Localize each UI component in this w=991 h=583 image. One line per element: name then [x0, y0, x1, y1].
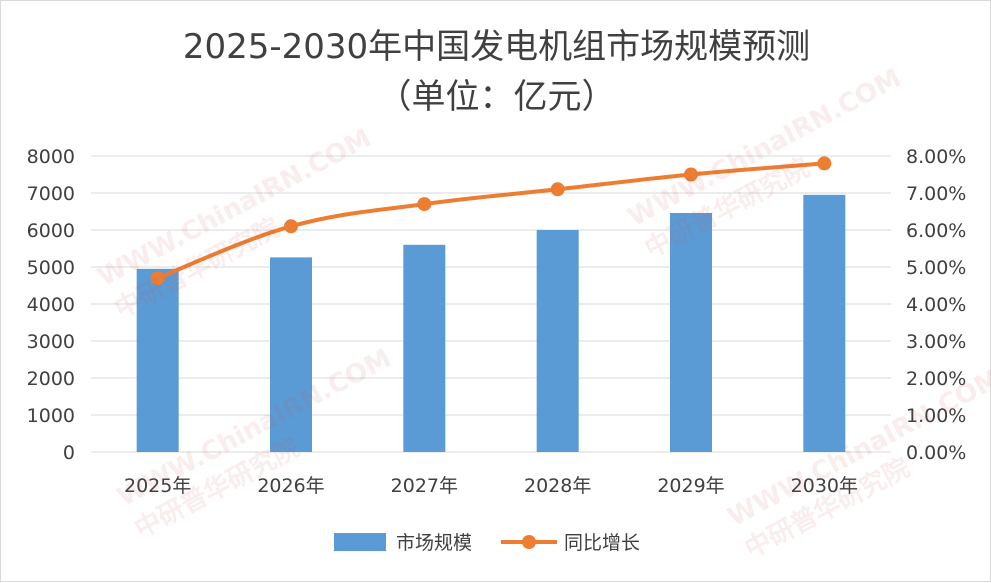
x-tick-label: 2028年 [524, 475, 591, 497]
line-point [550, 182, 565, 197]
y-right-tick-label: 3.00% [906, 331, 966, 353]
y-left-tick-label: 1000 [27, 405, 75, 427]
y-left-tick-label: 7000 [27, 183, 75, 205]
legend-label: 市场规模 [396, 532, 472, 554]
line-point [284, 219, 298, 234]
line-point [684, 167, 698, 182]
x-tick-label: 2030年 [791, 475, 858, 497]
y-left-tick-label: 6000 [27, 220, 75, 242]
bar [536, 230, 579, 452]
y-right-tick-label: 2.00% [906, 368, 966, 390]
y-right-tick-label: 8.00% [906, 146, 966, 168]
y-right-tick-label: 7.00% [906, 183, 966, 205]
y-right-tick-label: 0.00% [906, 442, 966, 464]
y-left-tick-label: 8000 [27, 146, 75, 168]
legend-swatch-marker [522, 535, 536, 549]
chart-title: 2025-2030年中国发电机组市场规模预测 [182, 27, 811, 67]
y-right-tick-label: 5.00% [906, 257, 966, 279]
line-point [417, 197, 432, 212]
y-left-tick-label: 4000 [27, 294, 75, 316]
y-left-tick-label: 5000 [27, 257, 75, 279]
x-tick-label: 2025年 [124, 475, 191, 497]
bar [803, 194, 846, 452]
bar [136, 268, 179, 452]
y-right-tick-label: 4.00% [906, 294, 966, 316]
y-right-tick-label: 1.00% [906, 405, 966, 427]
y-right-tick-label: 6.00% [906, 220, 966, 242]
y-left-tick-label: 3000 [27, 331, 75, 353]
bar [670, 212, 712, 452]
legend-swatch-bar [334, 533, 386, 551]
x-tick-label: 2029年 [657, 475, 724, 497]
line-point [150, 271, 165, 286]
x-tick-label: 2026年 [257, 475, 324, 497]
bar [270, 257, 312, 452]
legend-label: 同比增长 [564, 532, 640, 554]
y-left-tick-label: 0 [63, 442, 75, 464]
line-point [817, 156, 832, 171]
series-line [155, 161, 827, 281]
bar [403, 244, 446, 452]
y-left-tick-label: 2000 [27, 368, 75, 390]
x-tick-label: 2027年 [391, 475, 458, 497]
chart-subtitle: （单位：亿元） [377, 77, 616, 117]
